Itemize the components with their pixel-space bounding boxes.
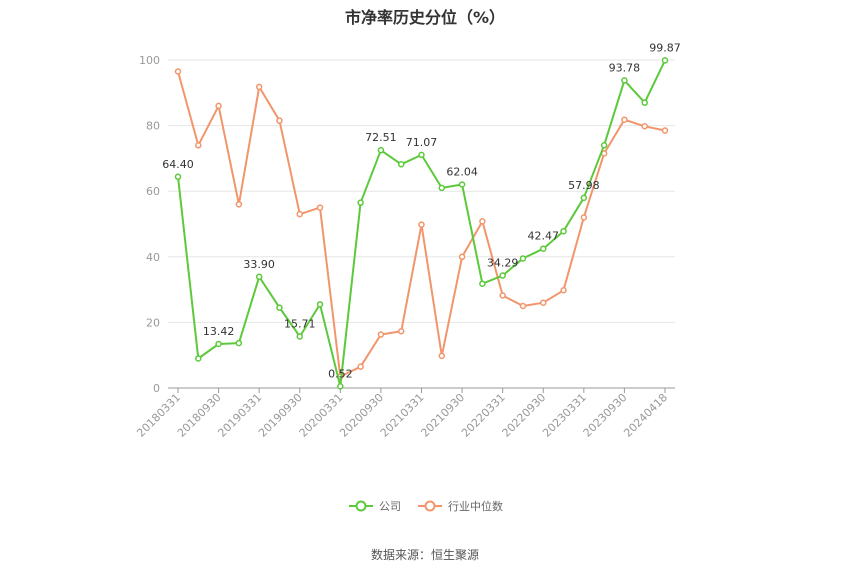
- industry-data-point: [621, 116, 628, 123]
- legend-marker: [424, 500, 436, 512]
- industry-data-point: [296, 210, 303, 218]
- company-data-point: [337, 383, 344, 390]
- industry-data-point: [276, 117, 283, 124]
- industry-data-point: [235, 201, 243, 208]
- chart-title: 市净率历史分位（%）: [344, 8, 506, 27]
- company-data-point: [316, 301, 324, 308]
- x-tick-label: 20240418: [621, 391, 670, 440]
- legend-label: 行业中位数: [448, 499, 503, 513]
- company-data-point: [540, 245, 547, 252]
- data-label: 64.40: [162, 158, 194, 171]
- y-tick-label: 100: [139, 54, 160, 67]
- industry-data-point: [357, 363, 364, 370]
- data-label: 71.07: [406, 136, 438, 149]
- company-data-point: [519, 255, 527, 262]
- company-data-point: [235, 339, 243, 347]
- y-tick-label: 80: [146, 120, 160, 133]
- data-label: 0.52: [328, 367, 353, 380]
- company-data-point: [215, 340, 222, 348]
- company-data-point: [377, 146, 385, 154]
- y-tick-label: 0: [153, 382, 160, 395]
- industry-data-point: [540, 299, 547, 306]
- industry-data-point: [174, 68, 182, 75]
- data-label: 13.42: [203, 325, 235, 338]
- industry-data-point: [479, 218, 486, 225]
- company-data-point: [580, 194, 588, 202]
- industry-data-point: [499, 292, 506, 299]
- data-label: 33.90: [243, 258, 275, 271]
- industry-data-point: [215, 102, 222, 110]
- data-label: 57.98: [568, 179, 600, 192]
- legend-marker: [355, 500, 367, 512]
- legend-label: 公司: [379, 500, 401, 513]
- industry-data-point: [397, 328, 405, 335]
- company-data-point: [479, 280, 486, 287]
- industry-data-point: [195, 142, 202, 149]
- industry-data-point: [438, 352, 446, 360]
- company-data-point: [174, 173, 182, 181]
- industry-data-point: [255, 83, 263, 91]
- industry-data-point: [519, 302, 527, 310]
- company-data-point: [397, 161, 405, 168]
- data-label: 15.71: [284, 317, 316, 330]
- company-data-point: [499, 272, 506, 279]
- company-data-point: [418, 151, 425, 159]
- data-label: 42.47: [528, 230, 560, 243]
- company-data-point: [458, 181, 466, 188]
- data-label: 99.87: [649, 41, 681, 54]
- company-data-point: [195, 355, 202, 362]
- source-note: 数据来源：恒生聚源: [370, 548, 479, 562]
- industry-data-point: [560, 287, 567, 294]
- industry-data-point: [458, 253, 466, 261]
- industry-data-point: [418, 221, 425, 228]
- company-data-point: [357, 199, 364, 206]
- company-data-point: [560, 227, 567, 235]
- data-label: 72.51: [365, 131, 397, 144]
- legend-company: 公司: [349, 500, 401, 513]
- company-data-point: [641, 99, 648, 106]
- industry-data-point: [641, 123, 648, 130]
- company-data-point: [255, 273, 263, 281]
- y-tick-label: 40: [146, 251, 160, 264]
- y-tick-label: 20: [146, 316, 160, 329]
- company-data-point: [438, 184, 446, 192]
- industry-data-point: [377, 331, 385, 338]
- industry-data-point: [316, 204, 324, 211]
- company-data-point: [296, 333, 303, 340]
- company-data-point: [276, 304, 283, 311]
- company-data-point: [621, 77, 628, 84]
- y-tick-label: 60: [146, 185, 160, 198]
- company-data-point: [661, 57, 669, 64]
- data-label: 62.04: [446, 166, 478, 179]
- company-data-point: [600, 142, 608, 149]
- industry-data-point: [661, 127, 669, 134]
- data-label: 93.78: [609, 61, 641, 74]
- legend-industry: 行业中位数: [418, 499, 503, 513]
- data-label: 34.29: [487, 257, 519, 270]
- industry-data-point: [580, 214, 588, 221]
